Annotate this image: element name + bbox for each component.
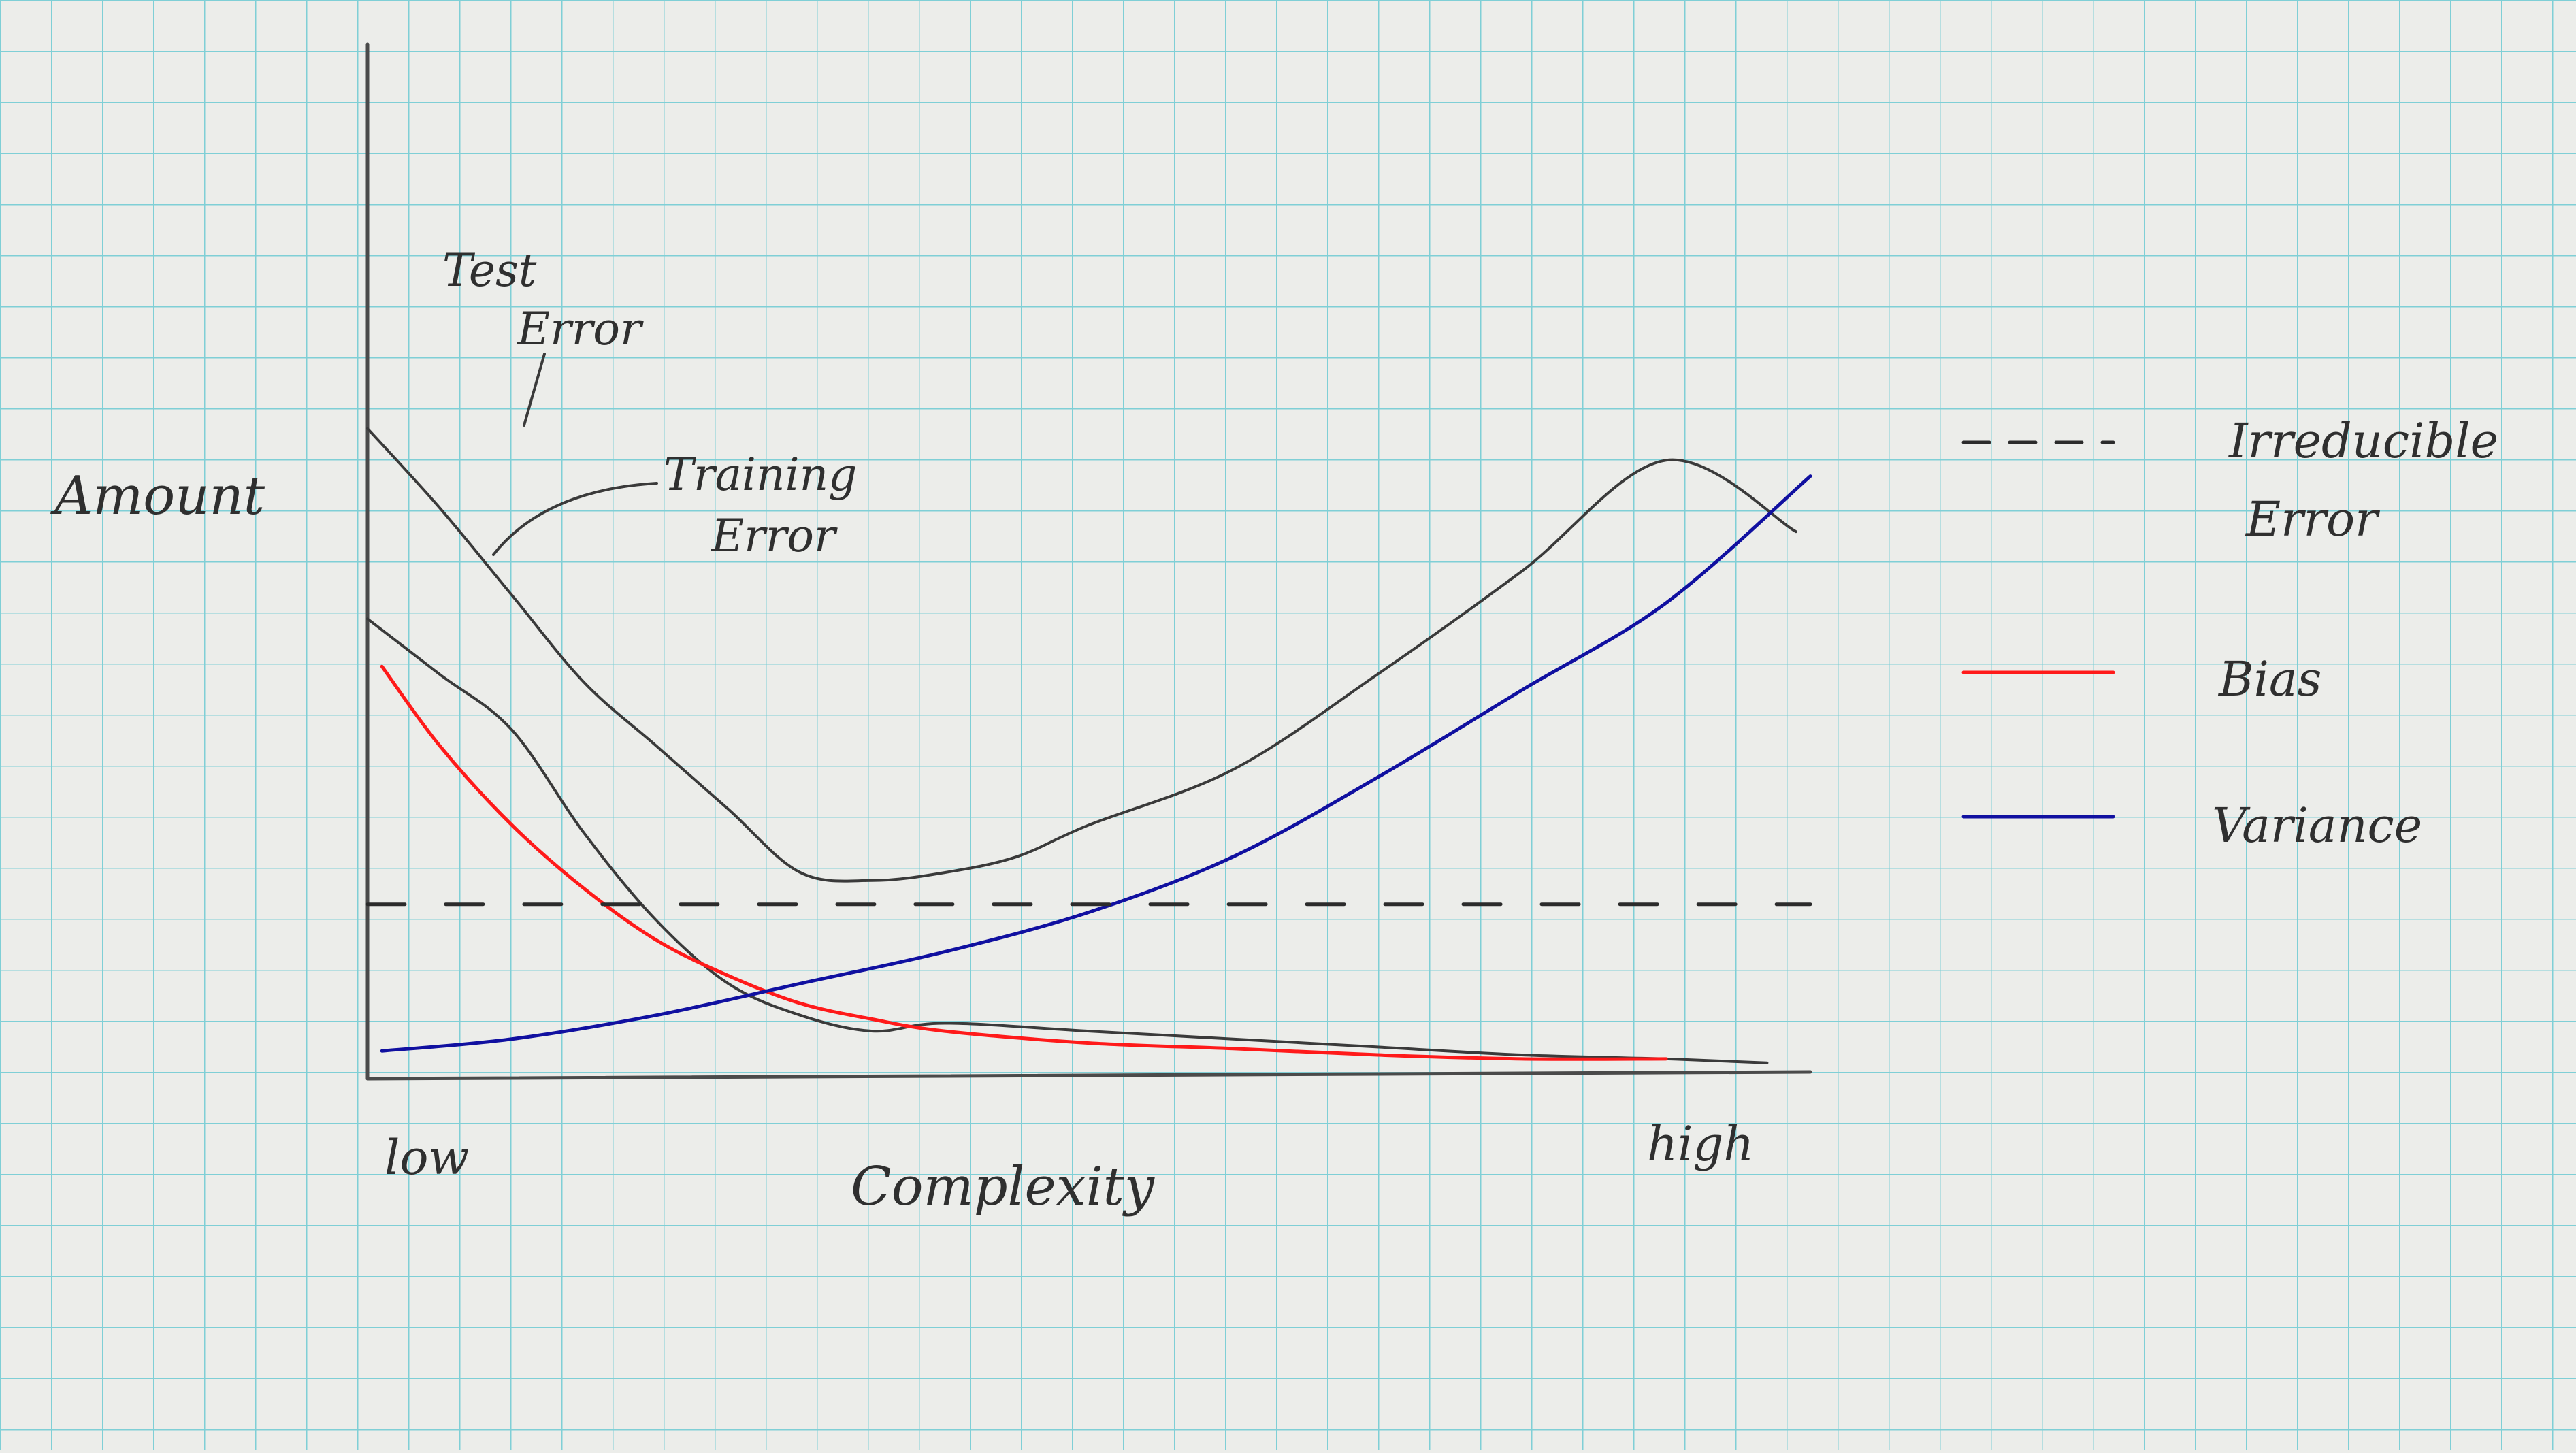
test-error-annotation-line: Error: [517, 303, 644, 355]
test-error-annotation: Test Error: [442, 244, 644, 355]
x-axis-line: [365, 1070, 1812, 1081]
legend: Irreducible Error Bias Variance: [1961, 413, 2498, 853]
test-error-line: [366, 427, 1797, 883]
legend-label-irreducible-error: Irreducible Error: [2228, 413, 2498, 547]
x-axis-label: Complexity: [851, 1156, 1155, 1218]
axes: [365, 42, 1812, 1081]
test-error-annotation-line: Test: [442, 244, 537, 297]
legend-label-line: Variance: [2212, 798, 2422, 853]
y-axis-label: Amount: [50, 466, 265, 527]
test-error-pointer: [523, 353, 546, 427]
legend-label-bias: Bias: [2217, 651, 2321, 707]
x-tick-low: low: [385, 1130, 469, 1186]
x-tick-high: high: [1647, 1116, 1754, 1172]
variance-line: [380, 474, 1812, 1053]
legend-label-line: Bias: [2217, 651, 2321, 707]
training-error-pointer: [492, 482, 658, 556]
legend-label-variance: Variance: [2212, 798, 2422, 853]
series-layer: [365, 427, 1812, 1064]
training-error-annotation-line: Error: [711, 510, 838, 562]
training-error-annotation-line: Training: [664, 448, 857, 501]
training-error-annotation: Training Error: [664, 448, 857, 562]
legend-label-line: Irreducible: [2228, 413, 2498, 469]
axis-labels: Amount Complexity low high: [50, 466, 1754, 1218]
bias-line: [380, 664, 1668, 1061]
annotations: Test Error Training Error: [442, 244, 857, 562]
legend-label-line: Error: [2245, 491, 2380, 547]
